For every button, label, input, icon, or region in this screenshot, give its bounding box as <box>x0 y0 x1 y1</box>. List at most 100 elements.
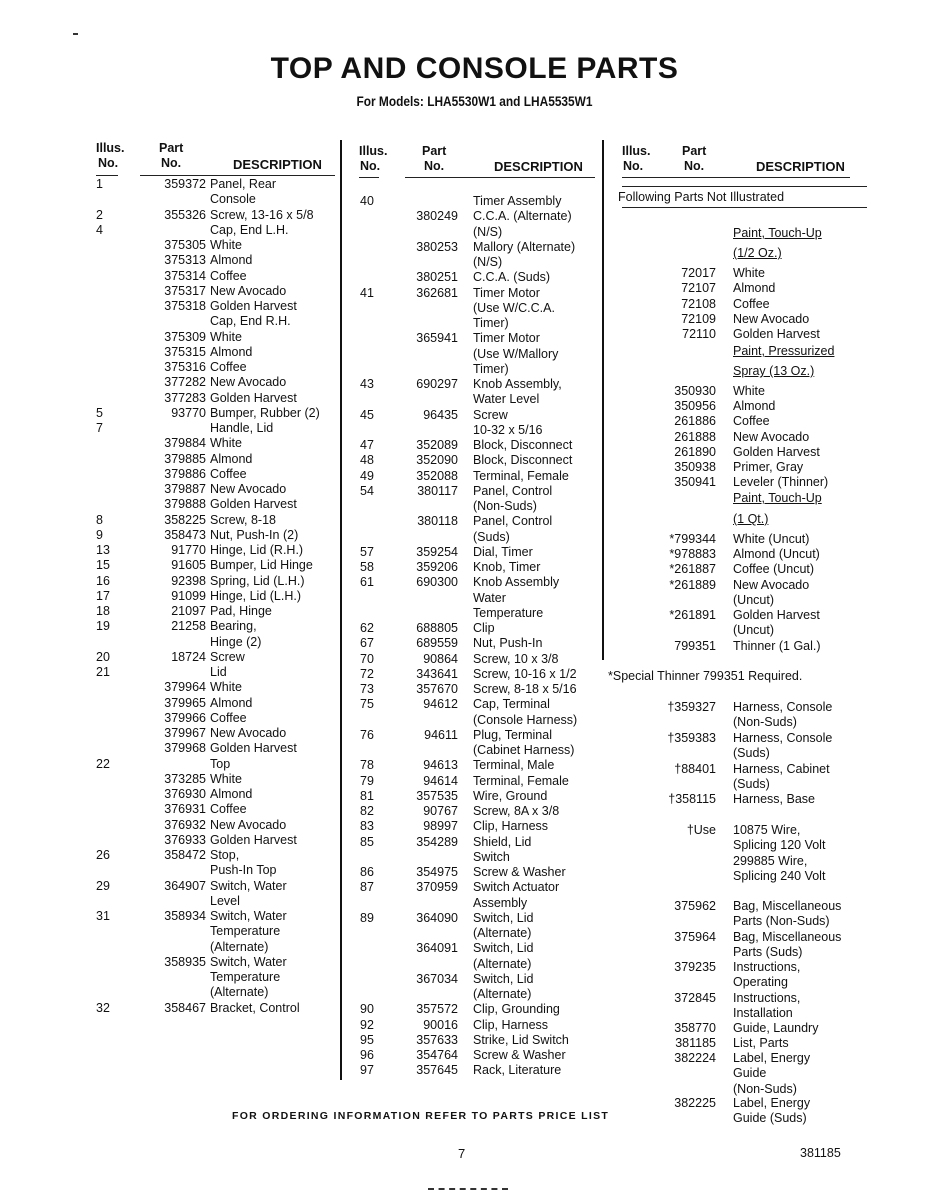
part-number: 94611 <box>424 727 458 742</box>
part-number: †358115 <box>668 792 716 806</box>
part-description: Terminal, Female <box>473 468 569 483</box>
illus-number: 61 <box>360 575 374 590</box>
part-description: (Alternate) <box>473 956 532 971</box>
illus-number: 58 <box>360 560 374 574</box>
part-number: 358934 <box>164 909 206 923</box>
part-description: (N/S) <box>473 255 503 269</box>
illus-header-no: No. <box>360 159 381 173</box>
part-description: (Use W/Mallory <box>473 346 559 361</box>
part-number: 380117 <box>417 483 458 498</box>
part-number: 380118 <box>417 514 458 529</box>
part-description: Temperature <box>473 605 544 620</box>
illus-number: 49 <box>360 468 374 483</box>
part-description: Hinge (2) <box>210 634 262 649</box>
header-rule <box>96 175 118 176</box>
part-description: Coffee <box>733 414 770 428</box>
part-description: Top <box>210 756 231 771</box>
part-number: 94613 <box>423 758 458 773</box>
illus-number: 29 <box>96 878 110 893</box>
illus-number: 7 <box>96 421 103 435</box>
part-description: Cap, Terminal <box>473 697 550 712</box>
part-description: (Alternate) <box>210 939 269 954</box>
part-description: Level <box>210 893 240 908</box>
part-number: 382224 <box>674 1051 716 1065</box>
part-number: 376933 <box>164 832 206 847</box>
part-number: 357572 <box>416 1002 458 1017</box>
part-description: (Alternate) <box>210 985 269 1000</box>
illus-number: 18 <box>96 604 110 618</box>
part-number: 367034 <box>416 971 458 986</box>
scan-artifact <box>428 1188 508 1192</box>
part-description: Water <box>473 590 506 605</box>
part-description: Screw, 8A x 3/8 <box>473 804 560 818</box>
part-description: Handle, Lid <box>210 421 274 435</box>
part-description: Splicing 240 Volt <box>733 868 826 883</box>
part-number: 93770 <box>171 405 206 420</box>
part-number: 352089 <box>416 438 458 452</box>
header-rule <box>622 186 867 187</box>
part-number: 350941 <box>674 475 716 489</box>
part-description: (Non-Suds) <box>733 1081 797 1096</box>
part-description: Splicing 120 Volt <box>733 838 826 853</box>
part-description: Knob Assembly, <box>473 377 562 391</box>
part-description: New Avocado <box>210 375 287 390</box>
part-description: Golden Harvest <box>733 327 820 341</box>
part-description: Coffee <box>733 297 770 311</box>
part-description: Cap, End L.H. <box>210 222 289 237</box>
part-description: Almond <box>210 253 253 268</box>
part-description: Coffee <box>210 360 247 374</box>
part-description: Primer, Gray <box>733 460 804 474</box>
part-description: New Avocado <box>733 312 810 326</box>
part-description: Knob, Timer <box>473 560 541 574</box>
part-description: Plug, Terminal <box>473 727 552 742</box>
part-description: Almond <box>210 787 253 801</box>
part-description: C.C.A. (Suds) <box>473 270 551 285</box>
part-description: Knob Assembly <box>473 575 560 590</box>
part-description: Guide (Suds) <box>733 1111 807 1126</box>
part-description: Hinge, Lid (L.H.) <box>210 588 302 603</box>
part-description: Timer Assembly <box>473 194 562 208</box>
part-number: 358467 <box>164 1000 206 1015</box>
part-number: 358225 <box>164 512 206 527</box>
part-number: 373285 <box>164 771 206 786</box>
part-description: Almond <box>733 399 776 413</box>
part-description: Golden Harvest <box>210 299 297 313</box>
part-description: Strike, Lid Switch <box>473 1032 569 1047</box>
page-title: TOP AND CONSOLE PARTS <box>270 52 679 85</box>
part-description: (Non-Suds) <box>473 499 537 513</box>
document-number: 381185 <box>800 1146 841 1160</box>
column-header-3: Illus. No. Part No. DESCRIPTION <box>622 141 862 177</box>
illus-number: 89 <box>360 910 374 925</box>
part-number: 379885 <box>164 451 206 466</box>
part-description: White <box>733 266 765 280</box>
part-description: Temperature <box>210 924 281 939</box>
illus-number: 8 <box>96 512 103 527</box>
part-number: 364091 <box>416 941 458 956</box>
part-description: Switch, Lid <box>473 941 534 956</box>
illus-number: 20 <box>96 649 110 664</box>
part-number: 358472 <box>164 848 206 862</box>
part-number: 364090 <box>416 910 458 925</box>
part-description: Golden Harvest <box>210 741 297 756</box>
part-description: Pad, Hinge <box>210 604 272 618</box>
illus-number: 19 <box>96 619 110 634</box>
part-number: 357670 <box>416 682 458 696</box>
part-number: 352088 <box>416 468 458 483</box>
part-number: 357645 <box>416 1063 458 1078</box>
part-description: Almond <box>210 695 253 710</box>
part-number: 688805 <box>416 621 458 635</box>
part-description: Bracket, Control <box>210 1000 300 1015</box>
part-number: 379964 <box>164 680 206 695</box>
part-description: Bag, Miscellaneous <box>733 930 842 944</box>
part-number: 18724 <box>171 649 206 664</box>
part-description: (Suds) <box>733 746 770 761</box>
part-number: 359206 <box>416 560 458 574</box>
illus-number: 13 <box>96 543 110 557</box>
part-description: New Avocado <box>733 578 810 592</box>
illus-number: 5 <box>96 405 103 420</box>
illus-number: 43 <box>360 377 374 391</box>
part-number: †88401 <box>674 762 716 776</box>
part-description: Block, Disconnect <box>473 438 573 452</box>
header-rule <box>140 175 335 176</box>
part-description: Mallory (Alternate) <box>473 239 576 254</box>
